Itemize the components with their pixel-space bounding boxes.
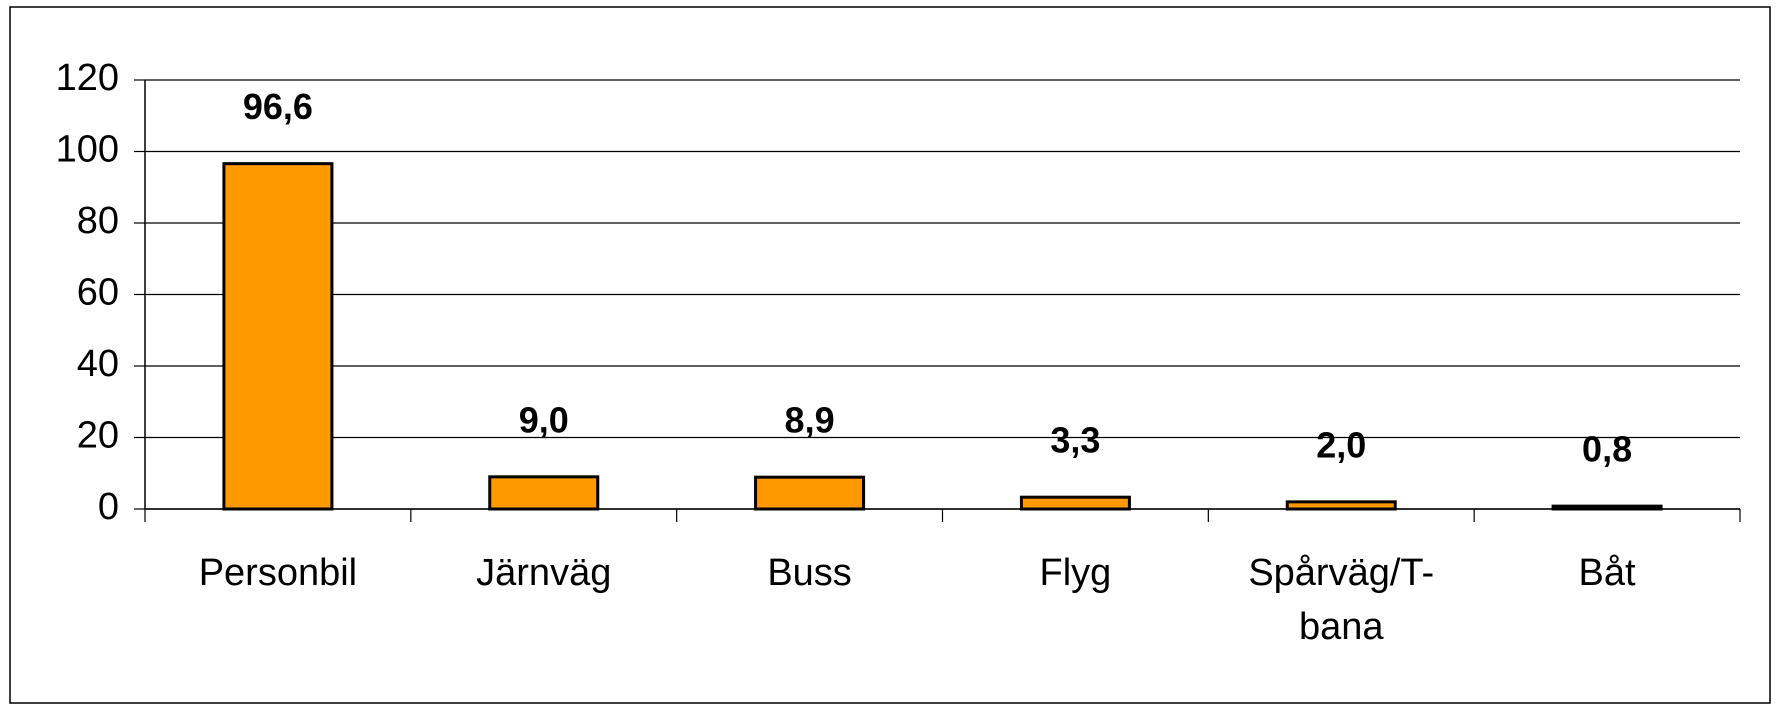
y-tick-label: 120	[56, 57, 119, 99]
y-tick-label: 0	[98, 486, 119, 528]
x-tick-label: Personbil	[199, 552, 357, 594]
bar	[1551, 504, 1663, 511]
bar	[1019, 495, 1131, 511]
y-tick-label: 40	[77, 343, 119, 385]
bar	[754, 475, 866, 511]
y-tick-label: 60	[77, 272, 119, 314]
y-tick-label: 80	[77, 200, 119, 242]
value-label: 2,0	[1316, 424, 1366, 465]
x-tick-label: Buss	[767, 552, 851, 594]
value-label: 96,6	[243, 86, 313, 127]
bar	[1285, 500, 1397, 511]
y-tick-label: 20	[77, 415, 119, 457]
value-label: 3,3	[1050, 420, 1100, 461]
bar	[222, 162, 334, 511]
x-tick-label: Båt	[1579, 552, 1636, 594]
y-tick-label: 100	[56, 129, 119, 171]
value-label: 8,9	[785, 400, 835, 441]
value-label: 9,0	[519, 399, 569, 440]
x-tick-label: Spårväg/T-bana	[1248, 552, 1434, 648]
value-label: 0,8	[1582, 429, 1632, 470]
x-tick-label: Flyg	[1040, 552, 1112, 594]
bar	[488, 475, 600, 511]
x-tick-label: Järnväg	[476, 552, 611, 594]
